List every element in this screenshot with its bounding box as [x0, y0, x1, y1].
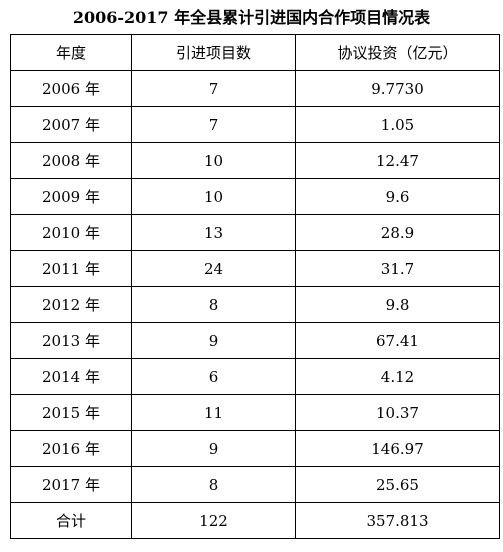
investment-cell: 31.7: [295, 250, 500, 287]
investment-cell: 4.12: [295, 358, 500, 395]
table-row: 2011 年 24 31.7: [10, 250, 500, 287]
header-row: 年度 引进项目数 协议投资（亿元）: [10, 34, 500, 71]
total-investment-cell: 357.813: [295, 502, 500, 539]
year-cell: 2010 年: [10, 214, 132, 251]
year-cell: 2006 年: [10, 70, 132, 107]
projects-table: 年度 引进项目数 协议投资（亿元） 2006 年 7 9.7730 2007 年 7 1.…: [10, 34, 500, 539]
table-row: 2009 年 10 9.6: [10, 178, 500, 215]
table-row: 2015 年 11 10.37: [10, 394, 500, 431]
year-cell: 2013 年: [10, 322, 132, 359]
investment-cell: 28.9: [295, 214, 500, 251]
table-body: 年度 引进项目数 协议投资（亿元） 2006 年 7 9.7730 2007 年 7 1.…: [10, 34, 500, 539]
projects-cell: 10: [131, 178, 296, 215]
investment-cell: 25.65: [295, 466, 500, 503]
header-cell-projects: 引进项目数: [131, 34, 296, 71]
year-cell: 2012 年: [10, 286, 132, 323]
year-cell: 2016 年: [10, 430, 132, 467]
projects-cell: 11: [131, 394, 296, 431]
table-row: 2014 年 6 4.12: [10, 358, 500, 395]
table-row: 2012 年 8 9.8: [10, 286, 500, 323]
year-cell: 2017 年: [10, 466, 132, 503]
projects-cell: 9: [131, 430, 296, 467]
projects-cell: 8: [131, 286, 296, 323]
total-row: 合计 122 357.813: [10, 502, 500, 539]
investment-cell: 146.97: [295, 430, 500, 467]
header-cell-investment: 协议投资（亿元）: [295, 34, 500, 71]
investment-cell: 9.8: [295, 286, 500, 323]
projects-cell: 13: [131, 214, 296, 251]
year-cell: 2011 年: [10, 250, 132, 287]
investment-cell: 10.37: [295, 394, 500, 431]
year-cell: 2015 年: [10, 394, 132, 431]
table-row: 2013 年 9 67.41: [10, 322, 500, 359]
investment-cell: 12.47: [295, 142, 500, 179]
projects-cell: 10: [131, 142, 296, 179]
investment-cell: 67.41: [295, 322, 500, 359]
table-row: 2006 年 7 9.7730: [10, 70, 500, 107]
header-cell-year: 年度: [10, 34, 132, 71]
year-cell: 2009 年: [10, 178, 132, 215]
projects-cell: 7: [131, 70, 296, 107]
year-cell: 2008 年: [10, 142, 132, 179]
investment-cell: 1.05: [295, 106, 500, 143]
total-projects-cell: 122: [131, 502, 296, 539]
projects-cell: 9: [131, 322, 296, 359]
projects-cell: 24: [131, 250, 296, 287]
table-row: 2010 年 13 28.9: [10, 214, 500, 251]
projects-cell: 6: [131, 358, 296, 395]
table-row: 2016 年 9 146.97: [10, 430, 500, 467]
year-cell: 2007 年: [10, 106, 132, 143]
table-title: 2006-2017 年全县累计引进国内合作项目情况表: [72, 8, 431, 27]
table-row: 2007 年 7 1.05: [10, 106, 500, 143]
total-label-cell: 合计: [10, 502, 132, 539]
year-cell: 2014 年: [10, 358, 132, 395]
projects-cell: 8: [131, 466, 296, 503]
table-row: 2008 年 10 12.47: [10, 142, 500, 179]
investment-cell: 9.7730: [295, 70, 500, 107]
table-row: 2017 年 8 25.65: [10, 466, 500, 503]
projects-cell: 7: [131, 106, 296, 143]
investment-cell: 9.6: [295, 178, 500, 215]
